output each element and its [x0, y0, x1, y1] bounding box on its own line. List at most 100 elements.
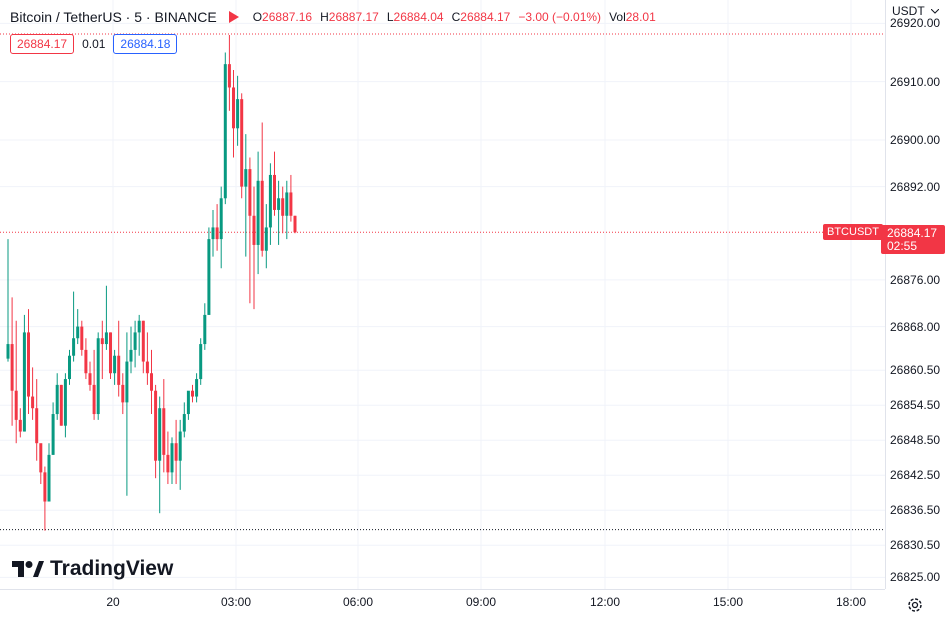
candle[interactable] — [273, 151, 276, 216]
candle[interactable] — [264, 204, 268, 269]
time-tick-label: 15:00 — [712, 595, 744, 609]
price-tick-label: 26920.00 — [890, 16, 941, 31]
chart-canvas[interactable] — [0, 0, 885, 589]
candle[interactable] — [63, 373, 67, 438]
candle[interactable] — [22, 314, 26, 432]
last-price-label: 26884.17 02:55 — [881, 225, 945, 255]
candle[interactable] — [166, 431, 170, 485]
price-axis[interactable] — [885, 0, 949, 589]
price-tick-label: 26854.50 — [890, 398, 941, 413]
candle[interactable] — [129, 326, 133, 374]
sell-button[interactable]: 26884.17 — [10, 34, 75, 54]
candle[interactable] — [285, 180, 289, 240]
gear-icon[interactable] — [906, 596, 924, 614]
candle[interactable] — [47, 443, 51, 502]
candle[interactable] — [281, 186, 285, 234]
candle[interactable] — [223, 52, 227, 205]
candle-body — [76, 326, 80, 339]
volume-label: Vol — [609, 10, 626, 24]
candle[interactable] — [117, 320, 121, 397]
candle[interactable] — [39, 443, 43, 485]
candle[interactable] — [18, 408, 22, 438]
candle[interactable] — [293, 215, 297, 234]
candle[interactable] — [260, 122, 264, 257]
candle[interactable] — [96, 332, 100, 420]
candle[interactable] — [125, 332, 129, 496]
candle[interactable] — [162, 379, 166, 473]
symbol-title[interactable]: Bitcoin / TetherUS · 5 · BINANCE — [10, 9, 217, 25]
candle-body — [63, 379, 67, 426]
currency-selector[interactable]: USDT — [892, 4, 939, 18]
candle-body — [244, 169, 248, 187]
spread-value: 0.01 — [82, 37, 106, 51]
candle[interactable] — [133, 320, 137, 368]
candle[interactable] — [35, 379, 39, 461]
candle[interactable] — [145, 332, 149, 385]
candle[interactable] — [191, 384, 194, 403]
candle[interactable] — [113, 349, 117, 385]
flag-icon[interactable] — [228, 11, 239, 23]
candle[interactable] — [211, 209, 215, 257]
candle[interactable] — [277, 180, 281, 245]
candle[interactable] — [227, 34, 231, 111]
price-tick-label: 26868.00 — [890, 319, 941, 334]
candle[interactable] — [195, 373, 199, 403]
candle[interactable] — [219, 186, 223, 269]
candle[interactable] — [182, 402, 186, 438]
candle[interactable] — [215, 204, 219, 251]
candle[interactable] — [104, 285, 108, 350]
candle[interactable] — [80, 320, 84, 356]
candle-body — [264, 227, 268, 251]
candle[interactable] — [14, 320, 18, 444]
buy-button[interactable]: 26884.18 — [113, 34, 178, 54]
time-tick-label: 06:00 — [342, 595, 374, 609]
candle[interactable] — [154, 384, 158, 479]
candle-body — [39, 443, 43, 473]
candle[interactable] — [72, 291, 76, 362]
time-axis[interactable] — [0, 589, 885, 620]
tradingview-logo[interactable]: TradingView — [12, 557, 173, 581]
candle[interactable] — [236, 75, 240, 146]
candle[interactable] — [84, 338, 88, 380]
volume-value: 28.01 — [625, 10, 656, 24]
candle[interactable] — [232, 69, 235, 158]
candle[interactable] — [174, 419, 178, 485]
candle[interactable] — [150, 349, 153, 415]
candle[interactable] — [158, 396, 162, 514]
candle[interactable] — [88, 361, 92, 391]
candle[interactable] — [141, 320, 145, 374]
candle[interactable] — [43, 466, 47, 531]
candle[interactable] — [244, 134, 248, 257]
candle[interactable] — [68, 349, 71, 385]
candle[interactable] — [137, 314, 141, 356]
candle-body — [248, 169, 252, 216]
candle[interactable] — [248, 157, 252, 304]
candle[interactable] — [10, 297, 14, 426]
candle[interactable] — [121, 373, 125, 415]
candle[interactable] — [76, 309, 80, 345]
candle[interactable] — [92, 349, 96, 420]
candle[interactable] — [100, 320, 104, 380]
candle[interactable] — [252, 186, 256, 310]
candle[interactable] — [55, 373, 59, 420]
candlestick-chart[interactable] — [0, 0, 885, 589]
candle[interactable] — [203, 303, 207, 350]
candle[interactable] — [207, 227, 211, 315]
candle[interactable] — [59, 384, 63, 426]
candle[interactable] — [51, 402, 55, 455]
candle[interactable] — [27, 309, 30, 415]
candle[interactable] — [199, 338, 203, 385]
candle[interactable] — [289, 174, 293, 222]
candle[interactable] — [256, 151, 260, 275]
candle-body — [223, 64, 227, 199]
candle[interactable] — [268, 163, 272, 245]
candle[interactable] — [6, 239, 10, 362]
candle-body — [6, 344, 10, 359]
candle[interactable] — [186, 390, 190, 420]
candle[interactable] — [31, 367, 35, 420]
candle[interactable] — [240, 93, 244, 199]
candle-body — [273, 174, 276, 210]
candle[interactable] — [109, 332, 112, 380]
candle[interactable] — [178, 419, 182, 490]
candle[interactable] — [170, 437, 174, 485]
